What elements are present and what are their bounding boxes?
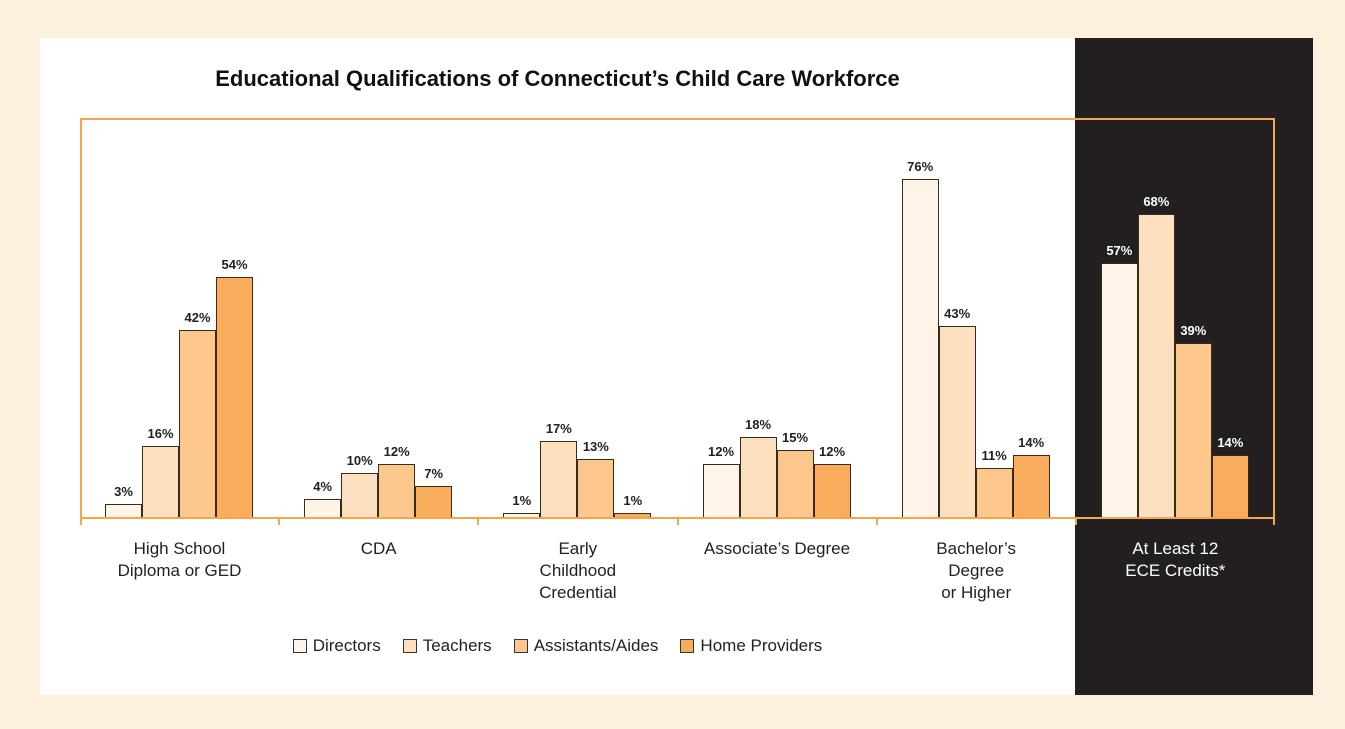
bar bbox=[503, 512, 541, 517]
bar bbox=[179, 330, 216, 517]
value-label: 12% bbox=[707, 443, 735, 459]
value-label: 12% bbox=[383, 443, 410, 459]
bar bbox=[702, 463, 740, 517]
value-label: 3% bbox=[114, 483, 133, 499]
x-tick-label: High School Diploma or GED bbox=[117, 539, 242, 580]
value-label: 12% bbox=[818, 443, 846, 459]
legend-swatch bbox=[680, 639, 695, 653]
group-tick bbox=[1074, 517, 1077, 525]
bar bbox=[105, 503, 142, 517]
legend-label: Directors bbox=[312, 636, 381, 655]
legend-label: Home Providers bbox=[700, 636, 823, 655]
value-label: 7% bbox=[424, 465, 444, 481]
legend-label: Assistants/Aides bbox=[533, 636, 659, 655]
value-label: 14% bbox=[1217, 434, 1244, 450]
legend-item: Directors bbox=[292, 636, 381, 656]
value-label: 68% bbox=[1143, 194, 1170, 210]
chart-title: Educational Qualifications of Connecticu… bbox=[215, 66, 900, 91]
bar bbox=[813, 463, 851, 517]
value-label: 17% bbox=[545, 421, 572, 437]
value-label: 54% bbox=[221, 256, 248, 272]
bar bbox=[901, 178, 939, 517]
value-label: 13% bbox=[582, 439, 609, 455]
bar bbox=[577, 459, 615, 517]
value-label: 42% bbox=[184, 310, 211, 326]
bar bbox=[938, 325, 976, 517]
x-tick-label: Associate’s Degree bbox=[703, 539, 851, 558]
bar bbox=[739, 436, 777, 517]
value-label: 14% bbox=[1018, 434, 1045, 450]
value-label: 4% bbox=[313, 479, 333, 495]
value-label: 1% bbox=[623, 492, 643, 508]
legend-item: Assistants/Aides bbox=[513, 636, 659, 656]
x-tick-label: Early Childhood Credential bbox=[539, 539, 617, 602]
bar bbox=[1174, 343, 1212, 517]
legend-label: Teachers bbox=[422, 636, 492, 655]
value-label: 39% bbox=[1180, 323, 1207, 339]
legend-item: Teachers bbox=[402, 636, 492, 656]
value-label: 16% bbox=[147, 425, 174, 441]
value-label: 15% bbox=[781, 430, 809, 446]
group-tick bbox=[477, 517, 480, 525]
value-label: 1% bbox=[512, 492, 532, 508]
value-label: 43% bbox=[944, 305, 971, 321]
bar bbox=[776, 450, 814, 517]
x-tick-label: CDA bbox=[360, 539, 397, 558]
value-label: 10% bbox=[346, 452, 373, 468]
group-tick bbox=[278, 517, 281, 525]
legend-item: Home Providers bbox=[680, 636, 822, 656]
bar bbox=[378, 463, 416, 517]
bar bbox=[142, 445, 179, 517]
value-label: 11% bbox=[981, 448, 1007, 464]
bar bbox=[975, 468, 1013, 517]
legend-swatch bbox=[513, 639, 528, 653]
x-tick-label: Bachelor’s Degree or Higher bbox=[936, 539, 1016, 602]
bar bbox=[540, 441, 578, 517]
bar bbox=[1012, 454, 1050, 517]
bar bbox=[614, 512, 652, 517]
legend: Directors Teachers Assistants/Aides Home Pr… bbox=[40, 636, 1075, 656]
bar bbox=[341, 472, 379, 517]
group-tick bbox=[875, 517, 878, 525]
bar bbox=[304, 499, 342, 517]
group-tick bbox=[676, 517, 679, 525]
value-label: 18% bbox=[744, 416, 772, 432]
value-label: 76% bbox=[907, 158, 934, 174]
bar bbox=[1137, 214, 1175, 517]
bar bbox=[216, 276, 253, 517]
frame-right bbox=[1273, 118, 1275, 525]
value-label: 57% bbox=[1106, 243, 1133, 259]
legend-swatch bbox=[292, 639, 307, 653]
frame-left bbox=[80, 118, 82, 525]
x-tick-label: At Least 12 ECE Credits* bbox=[1125, 539, 1226, 580]
legend-swatch bbox=[402, 639, 417, 653]
bar bbox=[1100, 263, 1138, 517]
bar bbox=[415, 485, 453, 517]
bar bbox=[1211, 454, 1249, 517]
frame-top bbox=[80, 118, 1275, 120]
